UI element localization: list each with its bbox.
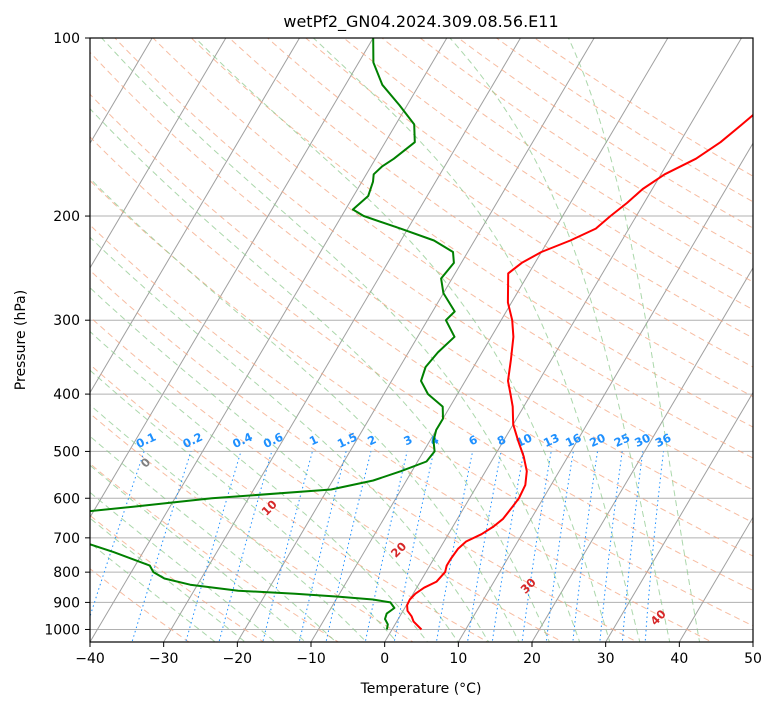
x-tick-label: −40 (75, 651, 105, 667)
y-tick-label: 100 (53, 31, 80, 47)
x-tick-label: −10 (296, 651, 326, 667)
chart-title: wetPf2_GN04.2024.309.08.56.E11 (283, 12, 558, 32)
x-axis-label: Temperature (°C) (360, 681, 482, 697)
x-tick-label: 30 (597, 651, 615, 667)
y-axis-label: Pressure (hPa) (13, 290, 29, 390)
x-tick-label: −20 (223, 651, 253, 667)
x-tick-label: 40 (670, 651, 688, 667)
y-tick-label: 600 (53, 491, 80, 507)
y-tick-label: 500 (53, 444, 80, 460)
x-tick-label: 0 (380, 651, 389, 667)
y-tick-label: 1000 (44, 622, 80, 638)
x-tick-label: 20 (523, 651, 541, 667)
x-tick-label: 50 (744, 651, 762, 667)
y-tick-label: 700 (53, 531, 80, 547)
y-tick-label: 800 (53, 565, 80, 581)
y-tick-label: 400 (53, 387, 80, 403)
y-tick-label: 200 (53, 209, 80, 225)
x-tick-label: −30 (149, 651, 179, 667)
y-tick-label: 300 (53, 313, 80, 329)
x-tick-label: 10 (449, 651, 467, 667)
y-tick-label: 900 (53, 595, 80, 611)
